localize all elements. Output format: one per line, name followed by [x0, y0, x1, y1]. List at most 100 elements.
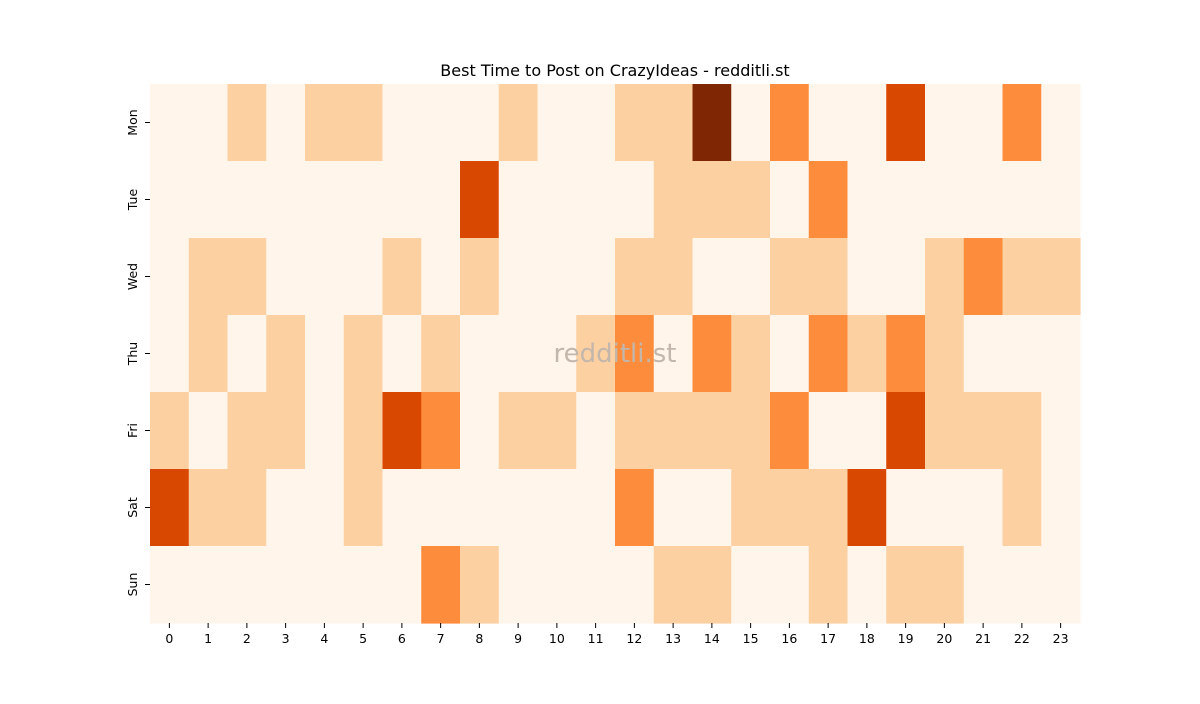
heatmap-cell — [266, 469, 306, 547]
heatmap-cell — [305, 546, 345, 624]
heatmap-cell — [421, 161, 461, 239]
heatmap-cell — [886, 238, 926, 316]
heatmap-cell — [343, 161, 384, 239]
heatmap-cell — [460, 392, 500, 470]
heatmap-cell — [1041, 546, 1081, 624]
heatmap-cell — [886, 84, 926, 162]
heatmap-cell — [150, 469, 190, 547]
heatmap-cell — [266, 84, 306, 162]
x-tick-label: 14 — [704, 631, 720, 646]
heatmap-cell — [343, 469, 384, 547]
x-tick-label: 18 — [859, 631, 875, 646]
heatmap-cell — [537, 84, 577, 162]
y-tick-label: Sun — [125, 573, 140, 597]
heatmap-cell — [227, 546, 267, 624]
heatmap-cell — [305, 469, 345, 547]
heatmap-cell — [692, 315, 732, 393]
heatmap-cell — [692, 84, 732, 162]
heatmap-cell — [615, 392, 655, 470]
heatmap-cell — [188, 392, 229, 470]
x-tick-label: 11 — [588, 631, 604, 646]
heatmap-cell — [770, 238, 810, 316]
heatmap-cell — [770, 546, 810, 624]
heatmap-cell — [886, 469, 926, 547]
heatmap-cell — [692, 392, 732, 470]
heatmap-cell — [770, 392, 810, 470]
heatmap-cell — [731, 546, 771, 624]
heatmap-cell — [188, 469, 229, 547]
heatmap-cell — [963, 546, 1004, 624]
heatmap-cell — [188, 238, 229, 316]
heatmap-cell — [1002, 238, 1042, 316]
x-tick-label: 6 — [398, 631, 406, 646]
heatmap-cell — [343, 546, 384, 624]
x-tick-label: 19 — [898, 631, 914, 646]
heatmap-cell — [498, 84, 539, 162]
heatmap-cell — [227, 315, 267, 393]
heatmap-cell — [847, 315, 887, 393]
heatmap-cell — [653, 469, 694, 547]
heatmap-cell — [808, 469, 849, 547]
heatmap-cell — [188, 161, 229, 239]
heatmap-cell — [460, 546, 500, 624]
watermark: redditli.st — [554, 339, 677, 369]
heatmap-cell — [770, 315, 810, 393]
heatmap-cell — [150, 546, 190, 624]
heatmap-cell — [498, 392, 539, 470]
heatmap-cell — [266, 315, 306, 393]
heatmap-cell — [963, 315, 1004, 393]
heatmap-cell — [1002, 84, 1042, 162]
heatmap-cell — [808, 392, 849, 470]
x-axis: 0 1 2 3 4 5 6 7 8 9 10 11 12 13 14 15 16 17 18 19 20 21 22 23 — [165, 623, 1069, 646]
heatmap-cells — [150, 84, 1081, 624]
heatmap-cell — [925, 546, 965, 624]
heatmap-cell — [808, 546, 849, 624]
heatmap-cell — [576, 469, 616, 547]
heatmap-cell — [925, 469, 965, 547]
heatmap-cell — [886, 315, 926, 393]
heatmap-cell — [847, 392, 887, 470]
x-tick-label: 8 — [475, 631, 483, 646]
heatmap-cell — [305, 315, 345, 393]
y-tick-label: Fri — [125, 423, 140, 438]
heatmap-cell — [382, 469, 422, 547]
heatmap-cell — [343, 84, 384, 162]
x-tick-label: 21 — [975, 631, 991, 646]
heatmap-cell — [808, 161, 849, 239]
heatmap-cell — [227, 392, 267, 470]
heatmap-cell — [537, 392, 577, 470]
heatmap-cell — [537, 469, 577, 547]
x-tick-label: 12 — [626, 631, 642, 646]
heatmap-cell — [227, 161, 267, 239]
heatmap-cell — [692, 469, 732, 547]
heatmap-cell — [537, 315, 577, 393]
heatmap-cell — [731, 161, 771, 239]
heatmap-cell — [770, 161, 810, 239]
y-tick-label: Thu — [125, 342, 140, 366]
heatmap-cell — [227, 84, 267, 162]
heatmap-cell — [615, 161, 655, 239]
heatmap-cell — [886, 161, 926, 239]
heatmap-cell — [382, 392, 422, 470]
heatmap-cell — [498, 315, 539, 393]
heatmap-cell — [305, 392, 345, 470]
heatmap-cell — [460, 84, 500, 162]
heatmap-cell — [1041, 161, 1081, 239]
heatmap-cell — [576, 315, 616, 393]
heatmap-cell — [421, 238, 461, 316]
x-tick-label: 3 — [282, 631, 290, 646]
heatmap-cell — [615, 84, 655, 162]
heatmap-cell — [731, 84, 771, 162]
heatmap-cell — [460, 315, 500, 393]
heatmap-cell — [925, 161, 965, 239]
heatmap-cell — [266, 161, 306, 239]
heatmap-cell — [653, 546, 694, 624]
heatmap-cell — [498, 469, 539, 547]
heatmap-cell — [576, 84, 616, 162]
heatmap-cell — [731, 238, 771, 316]
heatmap-cell — [615, 238, 655, 316]
heatmap-cell — [808, 315, 849, 393]
heatmap-cell — [731, 315, 771, 393]
heatmap-cell — [653, 315, 694, 393]
